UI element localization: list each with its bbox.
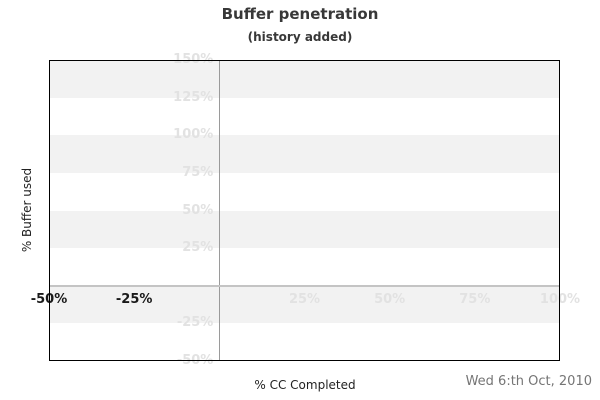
grid-band [49, 285, 560, 324]
y-tick-label: 75% [182, 164, 214, 180]
plot-area [49, 60, 560, 361]
y-tick-label: 25% [182, 240, 214, 256]
chart-title: Buffer penetration [221, 5, 379, 23]
date-label: Wed 6:th Oct, 2010 [465, 374, 592, 389]
x-tick-label: 50% [374, 292, 406, 307]
x-tick-label: 25% [288, 292, 321, 307]
x-axis-title: % CC Completed [254, 378, 356, 392]
x-tick-label: -50% [30, 292, 68, 307]
grid-band [49, 210, 560, 249]
chart-subtitle: (history added) [247, 30, 353, 44]
y-tick-label: 150% [173, 52, 214, 67]
x-tick-label: 75% [459, 292, 491, 307]
y-tick-label: 100% [173, 127, 214, 143]
zero-horizontal-line [49, 284, 560, 287]
grid-band [49, 135, 560, 173]
y-tick-label: 125% [173, 89, 214, 105]
y-tick-label: -25% [176, 315, 214, 331]
x-tick-label: -25% [115, 292, 153, 307]
y-tick-label: 50% [182, 202, 214, 218]
y-axis-title: % Buffer used [20, 167, 34, 253]
grid-band [49, 60, 560, 98]
zero-vertical-line [219, 60, 221, 361]
plot-border [49, 60, 560, 361]
